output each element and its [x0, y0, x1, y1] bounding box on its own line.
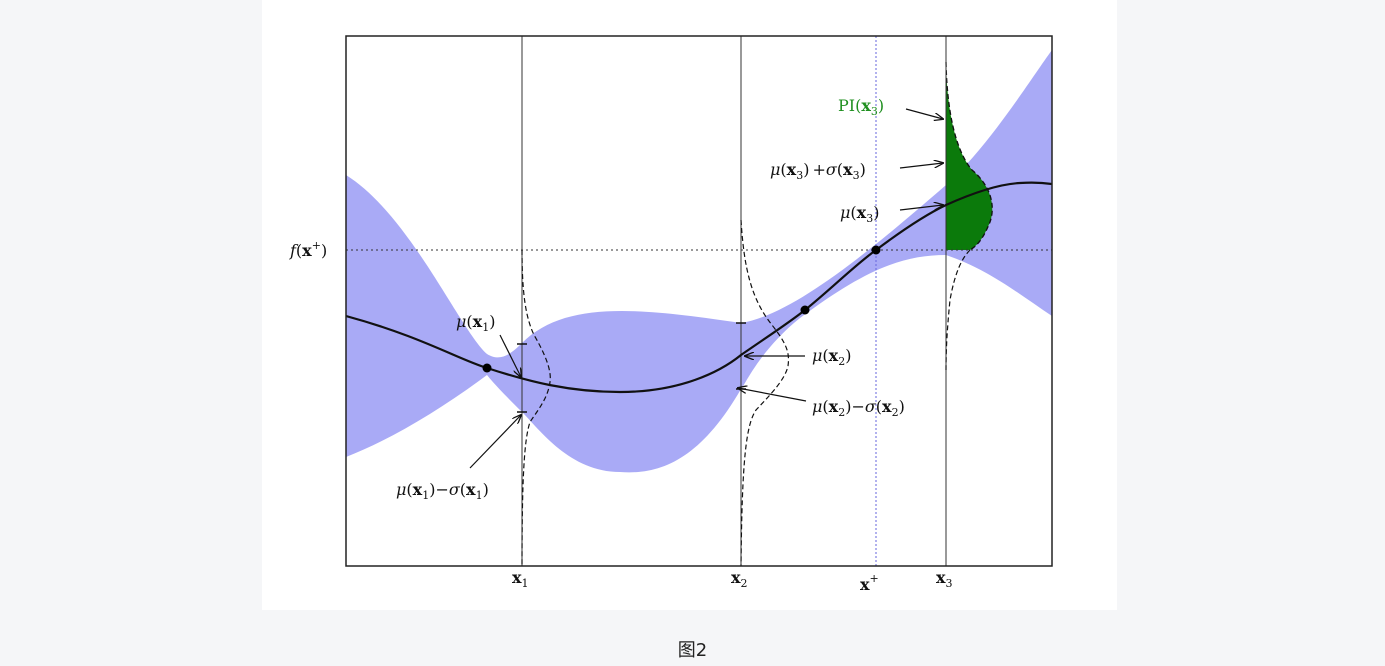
observation-point-2 [800, 305, 810, 315]
pi-density-outline [945, 61, 993, 251]
pi-region [946, 62, 993, 250]
plot-frame [345, 35, 1053, 567]
mu-x1-label: μ(x1) [456, 312, 495, 334]
mu-minus-sigma-x1-label: μ(x1)−σ(x1) [396, 480, 489, 502]
pi-x3-label: PI(x3) [838, 96, 884, 118]
axis-label-x-plus: x+ [860, 572, 879, 594]
mean-curve [346, 181, 1052, 394]
arrow-icon [738, 388, 807, 402]
f-x-plus-label: f(x+) [289, 239, 327, 260]
observation-point-3 [871, 245, 881, 255]
axis-label-x3: x3 [936, 568, 953, 590]
mu-x3-label: μ(x3) [840, 203, 879, 225]
gp-acquisition-diagram: f(x+) μ(x1) μ(x1)−σ(x1) μ(x2) μ(x2)−σ(x2… [289, 35, 1053, 594]
mu-plus-sigma-x3-label: μ(x3) +σ(x3) [770, 160, 866, 182]
figure-caption: 图2 [677, 640, 708, 661]
arrow-icon [499, 334, 521, 377]
arrow-icon [905, 108, 943, 119]
gaussian-x3-tail [945, 249, 971, 371]
mu-minus-sigma-x2-label: μ(x2)−σ(x2) [812, 397, 905, 419]
arrow-icon [899, 205, 943, 211]
annotation-arrows [469, 108, 943, 469]
axis-label-x1: x1 [512, 568, 529, 590]
observation-point-1 [482, 363, 492, 373]
arrow-icon [899, 163, 943, 169]
gaussian-x2 [740, 219, 790, 567]
axis-label-x2: x2 [731, 568, 748, 590]
arrow-icon [469, 415, 521, 469]
mu-x2-label: μ(x2) [812, 346, 851, 368]
